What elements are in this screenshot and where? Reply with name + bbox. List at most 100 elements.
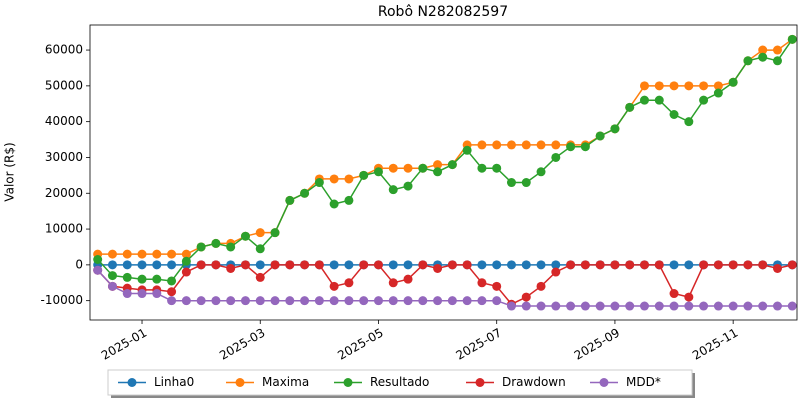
data-point [403, 274, 413, 284]
legend-label: MDD* [626, 375, 661, 389]
legend-marker [343, 378, 353, 387]
data-point [359, 260, 369, 270]
data-point [758, 45, 768, 55]
series-line [97, 38, 793, 255]
data-point [580, 301, 590, 311]
data-point [329, 260, 339, 270]
data-point [713, 81, 723, 91]
data-point [462, 296, 472, 306]
data-point [492, 140, 502, 150]
data-point [492, 296, 502, 306]
data-point [403, 296, 413, 306]
data-point [684, 260, 694, 270]
data-point [388, 260, 398, 270]
data-point [551, 301, 561, 311]
data-point [477, 296, 487, 306]
data-point [107, 260, 117, 270]
legend-label: Linha0 [154, 375, 194, 389]
data-point [772, 263, 782, 273]
data-point [167, 276, 177, 286]
x-tick-label: 2025-05 [335, 326, 385, 363]
data-point [93, 254, 103, 264]
data-point [196, 242, 206, 252]
data-point [639, 81, 649, 91]
legend-marker [127, 378, 137, 387]
data-point [403, 181, 413, 191]
data-point [152, 249, 162, 259]
data-point [344, 296, 354, 306]
data-point [728, 260, 738, 270]
data-point [373, 167, 383, 177]
y-tick-label: 30000 [45, 150, 83, 164]
data-point [566, 301, 576, 311]
data-point [433, 296, 443, 306]
data-point [654, 260, 664, 270]
data-point [447, 160, 457, 170]
data-point [580, 142, 590, 152]
data-point [107, 271, 117, 281]
data-point [359, 170, 369, 180]
data-point [93, 265, 103, 275]
data-point [477, 260, 487, 270]
data-point [122, 272, 132, 282]
data-point [255, 228, 265, 238]
data-point [270, 260, 280, 270]
data-point [226, 296, 236, 306]
data-point [595, 301, 605, 311]
data-point [107, 249, 117, 259]
data-point [181, 296, 191, 306]
legend-marker [235, 378, 245, 387]
data-point [654, 301, 664, 311]
data-point [521, 140, 531, 150]
data-point [196, 296, 206, 306]
data-point [654, 81, 664, 91]
data-point [285, 195, 295, 205]
data-point [359, 296, 369, 306]
data-point [536, 281, 546, 291]
data-point [625, 102, 635, 112]
data-point [477, 140, 487, 150]
data-point [433, 263, 443, 273]
data-point [167, 287, 177, 297]
data-point [137, 274, 147, 284]
data-point [152, 274, 162, 284]
data-point [772, 56, 782, 66]
data-point [728, 77, 738, 87]
data-point [300, 260, 310, 270]
data-point [285, 296, 295, 306]
data-point [758, 260, 768, 270]
data-point [610, 260, 620, 270]
x-tick-label: 2025-03 [217, 326, 267, 363]
data-point [595, 260, 605, 270]
data-point [699, 301, 709, 311]
legend-marker [475, 378, 485, 387]
data-point [270, 296, 280, 306]
data-point [758, 301, 768, 311]
data-point [551, 260, 561, 270]
data-point [625, 301, 635, 311]
data-point [255, 244, 265, 254]
plot-area [93, 34, 797, 311]
data-point [713, 88, 723, 98]
data-point [506, 178, 516, 188]
data-point [255, 296, 265, 306]
data-point [669, 81, 679, 91]
data-point [654, 95, 664, 105]
data-point [669, 260, 679, 270]
data-point [255, 260, 265, 270]
data-point [610, 301, 620, 311]
data-point [580, 260, 590, 270]
data-point [699, 81, 709, 91]
y-tick-label: 20000 [45, 186, 83, 200]
legend-label: Drawdown [502, 375, 566, 389]
legend-marker [599, 378, 609, 387]
data-point [240, 296, 250, 306]
data-point [639, 260, 649, 270]
data-point [137, 260, 147, 270]
data-point [566, 142, 576, 152]
data-point [211, 260, 221, 270]
data-point [403, 260, 413, 270]
data-point [669, 301, 679, 311]
legend-label: Resultado [370, 375, 429, 389]
data-point [418, 260, 428, 270]
